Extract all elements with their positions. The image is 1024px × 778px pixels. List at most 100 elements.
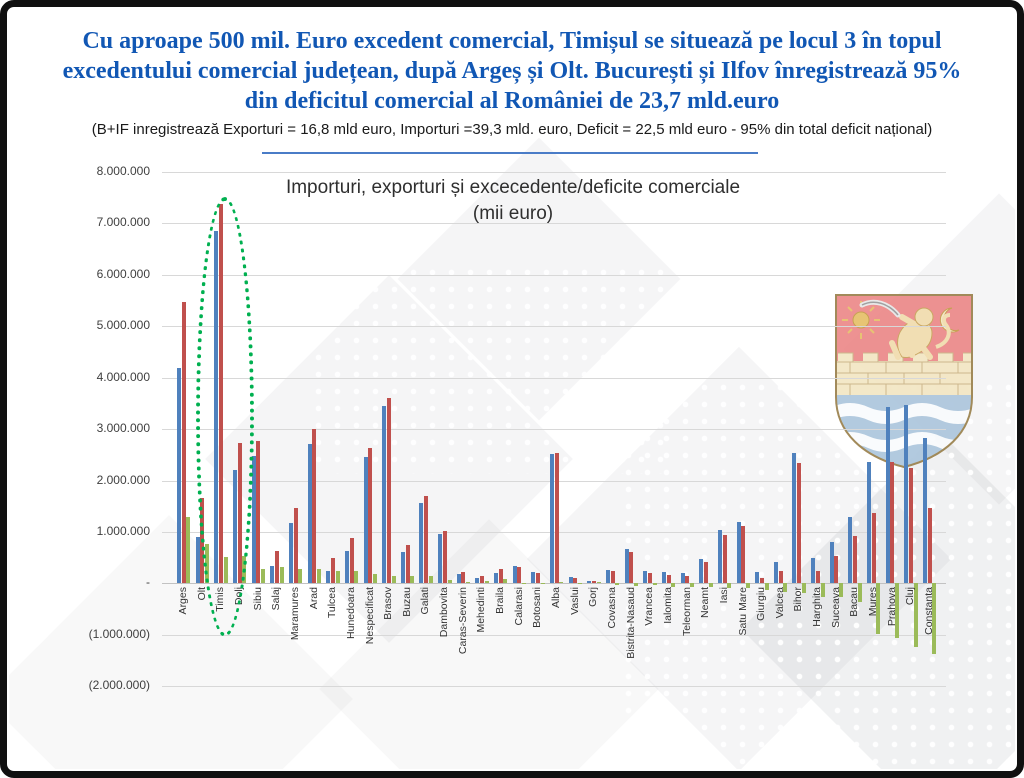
bar-excedent-deficit-cluj	[913, 583, 918, 647]
bar-exporturi-sibiu	[256, 440, 261, 584]
x-axis-label-maramures: Maramures	[288, 587, 301, 641]
x-axis-label-covasna: Covasna	[605, 587, 618, 629]
bar-exporturi-mehedinti	[480, 575, 485, 584]
gridline	[162, 172, 946, 173]
bar-exporturi-galati	[424, 496, 429, 584]
bar-importuri-bistrita-nasaud	[624, 549, 629, 584]
x-axis-label-prahova: Prahova	[885, 587, 898, 627]
bar-importuri-prahova	[885, 407, 890, 584]
bar-importuri-hunedoara	[344, 551, 349, 584]
bar-exporturi-caras-severin	[461, 572, 466, 584]
bar-importuri-valcea	[773, 562, 778, 584]
bar-excedent-deficit-covasna	[615, 583, 620, 585]
bar-excedent-deficit-gorj	[596, 582, 601, 584]
bar-excedent-deficit-prahova	[895, 583, 900, 639]
bar-importuri-alba	[550, 453, 554, 584]
y-axis-tick-label: 2.000.000	[96, 472, 150, 487]
x-axis-label-mehedinti: Mehedinti	[475, 587, 488, 633]
bar-exporturi-vrancea	[647, 572, 652, 584]
y-axis-tick-label: 6.000.000	[96, 266, 150, 281]
gridline	[162, 223, 946, 225]
bar-excedent-deficit-sibiu	[261, 568, 265, 584]
bar-importuri-gorj	[587, 581, 592, 584]
bar-importuri-brasov	[382, 406, 387, 584]
bar-excedent-deficit-alba	[559, 582, 564, 584]
bar-excedent-deficit-ialomita	[671, 583, 676, 587]
bar-excedent-deficit-nespecificat	[372, 574, 377, 584]
bar-importuri-harghita	[811, 557, 816, 584]
x-axis-label-iasi: Iasi	[717, 587, 730, 604]
x-axis-label-teleorman: Teleorman	[680, 587, 693, 637]
bar-excedent-deficit-botosani	[540, 583, 545, 585]
bar-exporturi-bacau	[853, 536, 858, 584]
bar-exporturi-dambovita	[442, 530, 447, 584]
bar-excedent-deficit-salaj	[279, 567, 284, 584]
x-axis-label-caras-severin: Caras-Severin	[456, 587, 469, 655]
y-axis-tick-label: (2.000.000)	[88, 678, 150, 693]
x-axis-label-satu-mare: Satu Mare	[736, 587, 749, 636]
bar-exporturi-braila	[498, 568, 503, 584]
chart-title-text: Importuri, exporturi și excecedente/defi…	[285, 177, 741, 198]
bar-importuri-constanta	[923, 437, 927, 584]
timis-highlight-ellipse	[196, 197, 254, 637]
x-axis-label-constanta: Constanta	[923, 587, 935, 636]
bar-exporturi-arad	[312, 429, 317, 584]
bar-importuri-tulcea	[326, 571, 331, 584]
bar-exporturi-neamt	[703, 561, 708, 584]
bar-exporturi-calarasi	[517, 567, 522, 584]
y-axis: 8.000.000 7.000.000 6.000.000 5.000.000 4.00…	[38, 164, 158, 692]
bar-importuri-mures	[867, 462, 872, 584]
bar-importuri-suceava	[829, 541, 834, 584]
gridline	[162, 429, 946, 431]
bar-exporturi-botosani	[536, 572, 541, 584]
bar-exporturi-brasov	[386, 398, 391, 584]
gridline	[162, 686, 946, 688]
bar-exporturi-bihor	[797, 462, 802, 584]
bar-exporturi-hunedoara	[349, 538, 354, 584]
x-axis-label-brasov: Brasov	[382, 587, 395, 621]
bar-exporturi-valcea	[778, 571, 783, 584]
bar-exporturi-covasna	[610, 571, 615, 584]
bar-excedent-deficit-calarasi	[522, 583, 527, 585]
bar-importuri-calarasi	[512, 566, 517, 584]
bar-exporturi-nespecificat	[368, 448, 373, 584]
x-axis-label-harghita: Harghita	[811, 587, 824, 628]
bar-exporturi-arges	[181, 301, 186, 584]
x-axis-label-dambovita: Dambovita	[438, 587, 451, 638]
bar-excedent-deficit-vaslui	[578, 583, 583, 585]
bar-exporturi-mures	[871, 512, 876, 584]
y-axis-tick-label: (1.000.000)	[88, 626, 150, 641]
bar-exporturi-bistrita-nasaud	[629, 552, 634, 584]
slide-subtitle: (B+IF inregistrează Exporturi = 16,8 mld…	[91, 121, 933, 138]
slide-title: Cu aproape 500 mil. Euro excedent comerc…	[18, 26, 1006, 116]
bar-importuri-arad	[307, 443, 312, 584]
slide-title-line2: excedentului comercial județean, după Ar…	[62, 58, 962, 84]
bar-importuri-giurgiu	[755, 572, 760, 584]
bar-importuri-bacau	[848, 517, 853, 584]
bar-excedent-deficit-teleorman	[689, 583, 694, 587]
bar-excedent-deficit-constanta	[932, 583, 937, 654]
gridline	[162, 274, 946, 276]
bar-excedent-deficit-hunedoara	[354, 570, 359, 584]
bar-exporturi-prahova	[890, 462, 895, 584]
bar-exporturi-cluj	[909, 468, 914, 584]
bar-excedent-deficit-suceava	[839, 583, 844, 598]
bar-exporturi-maramures	[293, 508, 298, 584]
bar-excedent-deficit-bistrita-nasaud	[634, 583, 638, 586]
gridline	[162, 532, 946, 533]
bar-importuri-neamt	[699, 558, 704, 584]
y-axis-tick-label: 4.000.000	[96, 369, 150, 384]
bar-importuri-olt	[195, 537, 200, 584]
bar-importuri-nespecificat	[363, 457, 368, 584]
x-axis-label-suceava: Suceava	[829, 587, 842, 629]
x-axis-label-vrancea: Vrancea	[643, 587, 656, 627]
y-axis-tick-label: 3.000.000	[96, 421, 150, 436]
chart-title-units: (mii euro)	[472, 203, 554, 224]
bar-excedent-deficit-bacau	[857, 583, 862, 603]
bar-importuri-mehedinti	[475, 578, 480, 584]
bar-excedent-deficit-mehedinti	[484, 580, 489, 584]
bar-excedent-deficit-tulcea	[335, 570, 340, 584]
x-axis-label-giurgiu: Giurgiu	[755, 587, 768, 622]
bar-exporturi-satu-mare	[741, 526, 746, 584]
bar-excedent-deficit-galati	[428, 576, 433, 584]
